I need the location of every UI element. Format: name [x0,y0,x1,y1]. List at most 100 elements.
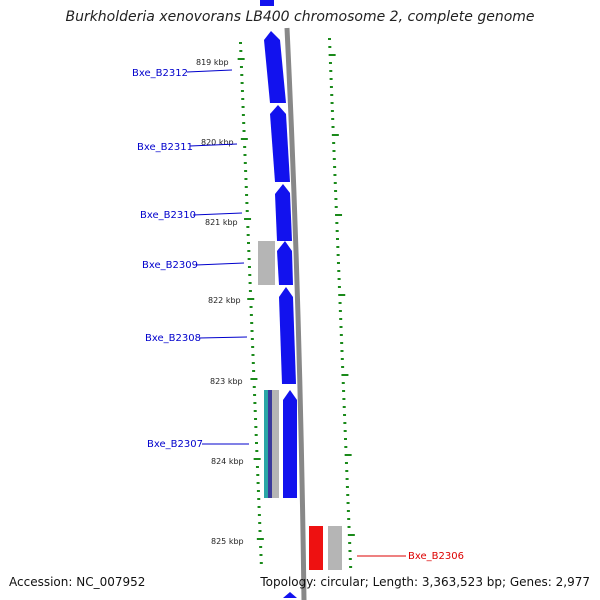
tick-minor-right [342,406,346,408]
gene-arrow-partial-bottom [283,592,297,598]
tick-minor-left [258,530,262,532]
tick-major-right [347,534,355,536]
tick-minor-left [257,506,261,508]
tick-minor-left [247,242,250,244]
kbp-label-819: 819 kbp [196,58,229,67]
tick-minor-left [245,210,249,212]
tick-major-left [250,378,258,380]
tick-minor-right [337,286,341,288]
tick-minor-right [333,174,337,176]
tick-minor-right [333,182,337,184]
tick-minor-right [334,190,338,192]
tick-minor-left [254,418,258,420]
tick-minor-right [331,126,335,128]
tick-major-left [247,298,255,300]
tick-minor-right [347,518,351,520]
tick-minor-left [244,170,248,172]
tick-major-right [328,54,336,56]
tick-minor-right [332,142,336,144]
gene-segment-teal [264,390,268,498]
tick-minor-right [330,94,334,96]
kbp-label-822: 822 kbp [208,296,241,305]
tick-minor-left [253,394,257,396]
gene-label-Bxe_B2308[interactable]: Bxe_B2308 [145,333,201,344]
tick-minor-left [248,282,252,284]
tick-minor-right [334,206,338,208]
tick-minor-right [347,526,351,528]
tick-minor-right [336,246,340,248]
gene-arrow-Bxe_B2306 [309,526,323,570]
tick-minor-left [254,426,258,428]
gene-label-Bxe_B2309[interactable]: Bxe_B2309 [142,260,198,271]
tick-minor-left [247,258,251,260]
tick-minor-left [246,234,250,236]
tick-minor-left [253,410,257,412]
tick-minor-left [257,514,261,516]
kbp-label-825: 825 kbp [211,537,244,546]
label-line-Bxe_B2311 [189,143,238,147]
gene-arrow-Bxe_B2308 [279,287,296,384]
tick-minor-right [338,310,342,312]
tick-minor-right [340,342,344,344]
gene-label-Bxe_B2307[interactable]: Bxe_B2307 [147,439,203,450]
tick-marks-right [328,38,355,568]
tick-minor-left [259,562,263,564]
label-line-Bxe_B2308 [198,336,248,339]
label-line-Bxe_B2309 [195,262,245,266]
tick-minor-left [240,90,244,92]
gene-label-Bxe_B2310[interactable]: Bxe_B2310 [140,210,196,221]
tick-minor-right [349,566,353,568]
tick-minor-left [240,74,244,76]
gene-label-Bxe_B2312[interactable]: Bxe_B2312 [132,68,188,79]
tick-minor-right [344,446,348,448]
tick-minor-left [250,330,254,332]
gene-label-Bxe_B2306[interactable]: Bxe_B2306 [408,551,464,562]
tick-minor-left [256,490,260,492]
tick-major-right [335,214,343,216]
tick-minor-right [346,510,350,512]
gene-label-Bxe_B2311[interactable]: Bxe_B2311 [137,142,193,153]
tick-minor-left [243,146,247,148]
gene-segment-navy [268,390,272,498]
tick-minor-left [259,554,263,556]
tick-major-right [341,374,349,376]
tick-major-left [244,218,252,220]
gene-arrow-Bxe_B2309 [277,241,293,285]
tick-minor-right [333,166,337,168]
tick-minor-right [331,118,335,120]
tick-minor-left [257,498,261,500]
tick-minor-left [258,522,262,524]
tick-minor-right [346,502,350,504]
summary-text: Topology: circular; Length: 3,363,523 bp… [260,575,590,589]
tick-minor-right [341,366,345,368]
tick-minor-right [339,318,343,320]
gene-pseudo-Bxe_B2309 [258,241,275,285]
chromosome-backbone [284,27,307,600]
tick-major-right [338,294,346,296]
tick-minor-left [251,362,255,364]
tick-minor-right [348,558,352,560]
kbp-label-823: 823 kbp [210,377,243,386]
label-line-Bxe_B2310 [192,212,243,216]
tick-minor-left [242,130,246,132]
tick-minor-right [344,462,348,464]
tick-minor-right [334,198,338,200]
tick-minor-right [342,390,346,392]
tick-minor-right [328,62,332,64]
tick-minor-left [249,314,253,316]
tick-minor-left [243,162,247,164]
tick-minor-left [248,274,252,276]
tick-minor-right [337,278,341,280]
tick-minor-left [239,42,242,44]
tick-major-left [253,458,261,460]
tick-minor-left [256,482,260,484]
tick-minor-right [339,326,343,328]
tick-marks-left [237,42,264,564]
tick-minor-right [329,86,333,88]
tick-major-right [331,134,339,136]
tick-minor-right [336,238,339,240]
tick-major-left [256,538,264,540]
tick-minor-right [335,230,339,232]
gene-arrow-Bxe_B2312 [264,31,286,103]
tick-minor-right [332,158,336,160]
